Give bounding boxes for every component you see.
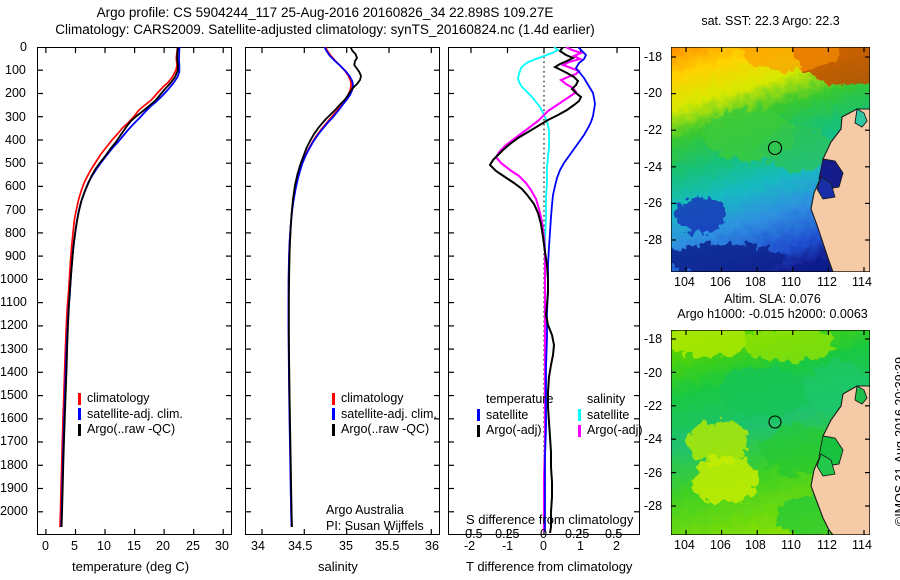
salinity-xaxis-label: salinity xyxy=(318,559,358,574)
legend-label: satellite xyxy=(486,407,529,422)
coastline-extra xyxy=(854,108,868,128)
legend-swatch-satellite-adj xyxy=(78,408,81,421)
legend-label: climatology xyxy=(87,391,150,405)
imos-credit: ©IMOS 31-Aug-2016 20:39:39 xyxy=(893,356,900,526)
sla-title-line-2: Argo h1000: -0.015 h2000: 0.0063 xyxy=(677,307,868,321)
s-difference-label: S difference from climatology xyxy=(466,512,634,527)
legend-label: Argo(..raw -QC) xyxy=(87,422,176,436)
legend-item: satellite-adj. clim. xyxy=(78,407,183,423)
legend-item: Argo(-adj) xyxy=(578,423,643,439)
legend-item: climatology xyxy=(332,391,437,407)
legend-item: Argo(..raw -QC) xyxy=(78,422,183,438)
title-line-2: Climatology: CARS2009. Satellite-adjuste… xyxy=(55,22,595,37)
legend-label: satellite-adj. clim. xyxy=(87,406,183,421)
legend-item: climatology xyxy=(78,391,183,407)
temperature-legend: climatology satellite-adj. clim. Argo(..… xyxy=(78,391,183,438)
legend-swatch-climatology xyxy=(78,392,81,405)
legend-header-temperature: temperature xyxy=(486,392,554,406)
legend-item: satellite xyxy=(578,408,643,424)
argo-australia-note: Argo Australia PI: Susan Wijffels xyxy=(326,503,424,534)
title-line-1: Argo profile: CS 5904244_117 25-Aug-2016… xyxy=(96,5,554,20)
salinity-panel xyxy=(245,47,440,535)
legend-swatch-temperature-argo xyxy=(477,424,480,437)
coastline-land xyxy=(810,108,870,272)
sla-map xyxy=(671,330,870,535)
coastline-land xyxy=(810,385,870,535)
legend-swatch-climatology xyxy=(332,392,335,405)
legend-label: Argo(-adj) xyxy=(587,423,643,437)
note-line-2: PI: Susan Wijffels xyxy=(326,518,424,533)
legend-header-salinity: salinity xyxy=(587,392,626,406)
legend-item: satellite-adj. clim. xyxy=(332,407,437,423)
legend-label: Argo(..raw -QC) xyxy=(341,422,430,436)
salinity-plot-area xyxy=(245,47,440,535)
argo-position-marker xyxy=(767,140,783,156)
difference-plot-area xyxy=(448,47,640,535)
coastline-island xyxy=(854,385,868,405)
salinity-legend: climatology satellite-adj. clim. Argo(..… xyxy=(332,391,437,438)
coastal-patch-2 xyxy=(816,453,836,477)
sla-title-line-1: Altim. SLA: 0.076 xyxy=(724,292,821,306)
t-difference-label: T difference from climatology xyxy=(466,559,633,574)
legend-label: satellite-adj. clim. xyxy=(341,406,437,421)
temperature-plot-area xyxy=(37,47,232,535)
shelf-dark-patch-2 xyxy=(816,176,836,200)
difference-legend-temperature: temperature satellite Argo(-adj) xyxy=(477,392,553,439)
legend-item: Argo(..raw -QC) xyxy=(332,422,437,438)
difference-legend-salinity: salinity satellite Argo(-adj) xyxy=(578,392,643,439)
sla-map-title: Altim. SLA: 0.076 Argo h1000: -0.015 h20… xyxy=(655,292,890,322)
legend-swatch-salinity-satellite xyxy=(578,409,581,422)
legend-label: Argo(-adj) xyxy=(486,423,542,437)
legend-swatch-argo-raw xyxy=(78,423,81,436)
legend-label: satellite xyxy=(587,407,630,422)
legend-label: climatology xyxy=(341,391,404,405)
sst-map-title: sat. SST: 22.3 Argo: 22.3 xyxy=(701,14,840,28)
figure-title: Argo profile: CS 5904244_117 25-Aug-2016… xyxy=(0,4,650,38)
sst-map xyxy=(671,47,870,272)
legend-item: Argo(-adj) xyxy=(477,423,553,439)
argo-position-marker xyxy=(768,415,782,429)
legend-swatch-satellite-adj xyxy=(332,408,335,421)
legend-swatch-temperature-satellite xyxy=(477,409,480,422)
note-line-1: Argo Australia xyxy=(326,503,404,517)
legend-item: satellite xyxy=(477,408,553,424)
temperature-xaxis-label: temperature (deg C) xyxy=(72,559,190,574)
legend-swatch-argo-raw xyxy=(332,423,335,436)
legend-swatch-salinity-argo xyxy=(578,424,581,437)
